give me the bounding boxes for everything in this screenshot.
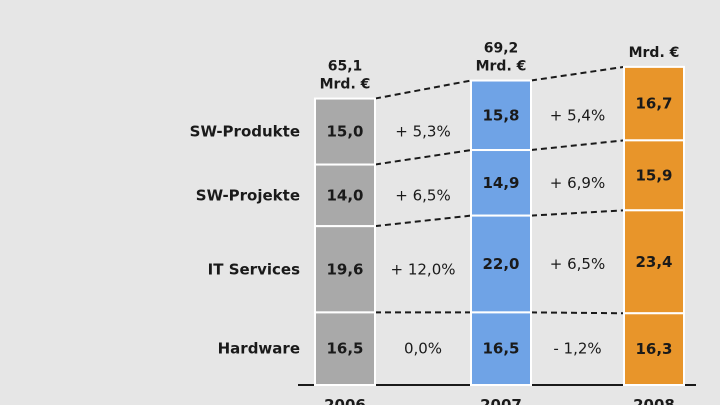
data-label: 19,6 [326, 260, 363, 278]
data-label: 16,5 [326, 340, 363, 358]
data-label: 23,4 [635, 253, 672, 271]
bar-segment-sw-produkte-2008 [623, 65, 685, 142]
connector-line-hardware [530, 311, 625, 315]
growth-label: + 6,5% [550, 255, 605, 273]
growth-label: 0,0% [404, 340, 442, 358]
year-tick-label: 2007 [480, 396, 522, 405]
bar-segment-hardware-2006 [314, 311, 376, 386]
total-unit: Mrd. € [320, 77, 371, 93]
growth-label: + 6,9% [550, 174, 605, 192]
connector-line-it-services [530, 209, 625, 217]
growth-label: + 6,5% [395, 186, 450, 204]
bar-segment-sw-produkte-2006 [314, 97, 376, 166]
segment-label: Hardware [218, 340, 300, 358]
data-label: 14,9 [482, 174, 519, 192]
segment-label: IT Services [208, 260, 300, 278]
total-value: 65,1 [328, 59, 363, 75]
growth-label: + 12,0% [391, 260, 456, 278]
growth-label: - 1,2% [553, 340, 601, 358]
bar-segment-it-services-2008 [623, 209, 685, 315]
growth-label: + 5,3% [395, 123, 450, 141]
connector-line-sw-projekte [374, 149, 472, 166]
year-tick-label: 2008 [633, 396, 675, 405]
total-unit: Mrd. € [476, 59, 527, 75]
connector-line-it-services [374, 214, 472, 228]
data-label: 15,0 [326, 123, 363, 141]
data-label: 16,5 [482, 340, 519, 358]
bar-segment-it-services-2006 [314, 225, 376, 314]
data-label: 15,8 [482, 106, 519, 124]
bar-segment-sw-projekte-2007 [470, 149, 532, 217]
data-label: 16,3 [635, 340, 672, 358]
bar-segment-hardware-2008 [623, 312, 685, 386]
connector-line-sw-projekte [530, 139, 625, 152]
segment-label: SW-Projekte [196, 186, 300, 204]
data-label: 14,0 [326, 186, 363, 204]
total-value: 69,2 [484, 41, 519, 57]
data-label: 16,7 [635, 95, 672, 113]
connector-line-sw-produkte [530, 65, 625, 82]
bar-segment-it-services-2007 [470, 214, 532, 314]
total-unit: Mrd. € [629, 45, 680, 61]
year-tick-label: 2006 [324, 396, 366, 405]
connector-line-sw-produkte [374, 79, 472, 100]
data-label: 22,0 [482, 255, 519, 273]
bar-segment-hardware-2007 [470, 311, 532, 386]
segment-label: SW-Produkte [190, 123, 300, 141]
data-label: 15,9 [635, 166, 672, 184]
growth-label: + 5,4% [550, 106, 605, 124]
